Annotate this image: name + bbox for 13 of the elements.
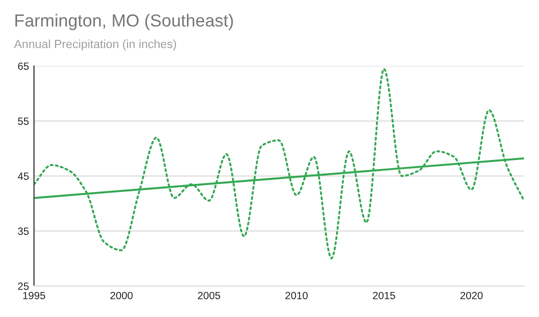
x-tick-label: 2000 [110,292,133,300]
y-tick-label: 65 [18,62,29,70]
y-tick-label: 35 [18,228,29,235]
chart-title: Farmington, MO (Southeast) [15,14,233,30]
x-tick-label: 1995 [23,292,46,300]
x-tick-label: 2005 [198,292,220,300]
x-tick-label: 2015 [372,292,396,300]
y-tick-label: 25 [18,282,29,290]
x-tick-label: 2010 [285,292,308,300]
y-tick-label: 45 [18,172,29,180]
chart-subtitle: Annual Precipitation (in inches) [14,40,176,50]
y-tick-label: 55 [18,118,29,125]
x-tick-label: 2020 [460,292,483,300]
